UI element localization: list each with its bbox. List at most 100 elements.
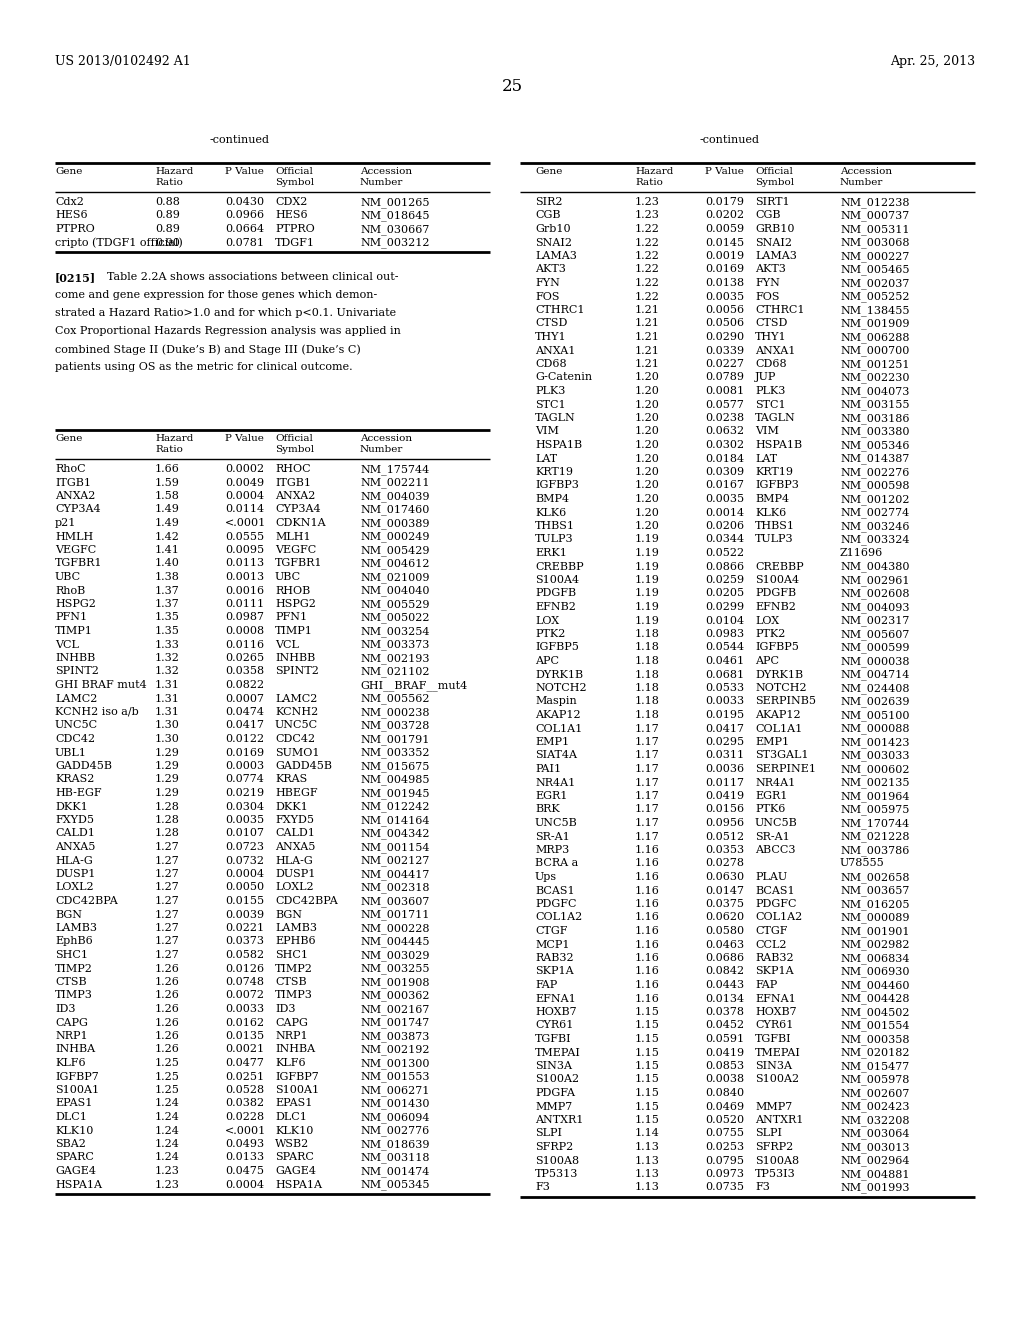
Text: COL1A1: COL1A1 [755,723,802,734]
Text: BMP4: BMP4 [755,494,790,504]
Text: S100A4: S100A4 [755,576,799,585]
Text: 1.22: 1.22 [635,264,659,275]
Text: Gene: Gene [535,168,562,176]
Text: NM_001964: NM_001964 [840,791,909,801]
Text: Number: Number [360,445,403,454]
Text: NM_004881: NM_004881 [840,1170,909,1180]
Text: 0.0866: 0.0866 [705,561,744,572]
Text: 1.59: 1.59 [155,478,180,487]
Text: SKP1A: SKP1A [535,966,573,977]
Text: 1.20: 1.20 [635,494,659,504]
Text: GRB10: GRB10 [755,224,795,234]
Text: SFRP2: SFRP2 [535,1142,573,1152]
Text: 1.41: 1.41 [155,545,180,554]
Text: HSPA1A: HSPA1A [55,1180,102,1189]
Text: 0.0155: 0.0155 [225,896,264,906]
Text: HSPG2: HSPG2 [275,599,315,609]
Text: Hazard: Hazard [155,168,194,176]
Text: UBL1: UBL1 [55,747,87,758]
Text: Z11696: Z11696 [840,548,884,558]
Text: 0.0417: 0.0417 [225,721,264,730]
Text: NM_003013: NM_003013 [840,1142,909,1152]
Text: 0.0251: 0.0251 [225,1072,264,1081]
Text: NM_004612: NM_004612 [360,558,429,569]
Text: VIM: VIM [755,426,779,437]
Text: PAI1: PAI1 [535,764,561,774]
Text: NOTCH2: NOTCH2 [535,682,587,693]
Text: 0.0107: 0.0107 [225,829,264,838]
Text: 0.0512: 0.0512 [705,832,744,842]
Text: 0.0580: 0.0580 [705,927,744,936]
Text: 1.19: 1.19 [635,602,659,612]
Text: ANTXR1: ANTXR1 [535,1115,584,1125]
Text: NM_015675: NM_015675 [360,762,429,772]
Text: FYN: FYN [535,279,560,288]
Text: GHI__BRAF__mut4: GHI__BRAF__mut4 [360,680,467,690]
Text: TGFBI: TGFBI [755,1034,792,1044]
Text: THY1: THY1 [755,333,786,342]
Text: Hazard: Hazard [635,168,674,176]
Text: 0.0339: 0.0339 [705,346,744,355]
Text: EPHB6: EPHB6 [275,936,315,946]
Text: MLH1: MLH1 [275,532,310,541]
Text: 1.30: 1.30 [155,734,180,744]
Text: INHBB: INHBB [55,653,95,663]
Text: 1.19: 1.19 [635,535,659,544]
Text: NM_002230: NM_002230 [840,372,909,383]
Text: CGB: CGB [755,210,780,220]
Text: NM_001791: NM_001791 [360,734,429,744]
Text: NM_005975: NM_005975 [840,804,909,816]
Text: 1.20: 1.20 [635,426,659,437]
Text: EFNB2: EFNB2 [535,602,575,612]
Text: PTK6: PTK6 [755,804,785,814]
Text: Ratio: Ratio [155,445,183,454]
Text: NM_003255: NM_003255 [360,964,429,974]
Text: NM_024408: NM_024408 [840,682,909,694]
Text: S100A8: S100A8 [755,1155,799,1166]
Text: 0.0114: 0.0114 [225,504,264,515]
Text: 1.18: 1.18 [635,710,659,719]
Text: IGFBP7: IGFBP7 [275,1072,318,1081]
Text: 1.18: 1.18 [635,697,659,706]
Text: CDC42: CDC42 [275,734,315,744]
Text: 0.0162: 0.0162 [225,1018,264,1027]
Text: patients using OS as the metric for clinical outcome.: patients using OS as the metric for clin… [55,362,352,372]
Text: CD68: CD68 [755,359,786,370]
Text: NM_002317: NM_002317 [840,615,909,626]
Text: AKT3: AKT3 [535,264,566,275]
Text: PFN1: PFN1 [55,612,87,623]
Text: LAMA3: LAMA3 [755,251,797,261]
Text: CTSB: CTSB [55,977,87,987]
Text: 0.0461: 0.0461 [705,656,744,667]
Text: BRK: BRK [535,804,560,814]
Text: NM_004417: NM_004417 [360,869,429,879]
Text: 1.13: 1.13 [635,1183,659,1192]
Text: FOS: FOS [535,292,559,301]
Text: NM_000089: NM_000089 [840,912,909,923]
Text: BCAS1: BCAS1 [755,886,795,895]
Text: PDGFA: PDGFA [535,1088,575,1098]
Text: LAT: LAT [535,454,557,463]
Text: 1.29: 1.29 [155,747,180,758]
Text: P Value: P Value [225,434,264,444]
Text: CDC42: CDC42 [55,734,95,744]
Text: 0.0842: 0.0842 [705,966,744,977]
Text: 0.0133: 0.0133 [225,1152,264,1163]
Text: 0.0169: 0.0169 [225,747,264,758]
Text: S100A1: S100A1 [55,1085,99,1096]
Text: NM_000389: NM_000389 [360,517,429,529]
Text: 0.0795: 0.0795 [705,1155,744,1166]
Text: PTK2: PTK2 [535,630,565,639]
Text: Ups: Ups [535,873,557,882]
Text: ST3GAL1: ST3GAL1 [755,751,809,760]
Text: 1.18: 1.18 [635,682,659,693]
Text: 1.26: 1.26 [155,1031,180,1041]
Text: DYRK1B: DYRK1B [755,669,803,680]
Text: 0.0419: 0.0419 [705,791,744,801]
Text: 1.31: 1.31 [155,680,180,690]
Text: LAMC2: LAMC2 [55,693,97,704]
Text: <.0001: <.0001 [225,1126,266,1135]
Text: 1.29: 1.29 [155,788,180,799]
Text: UNC5C: UNC5C [275,721,318,730]
Text: 0.0002: 0.0002 [225,465,264,474]
